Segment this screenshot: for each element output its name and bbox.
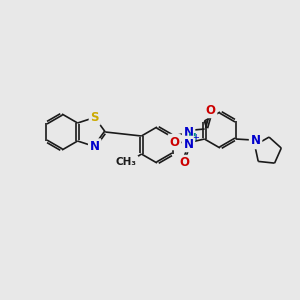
Text: +: + — [192, 133, 199, 142]
Text: S: S — [91, 111, 99, 124]
Text: O: O — [179, 157, 189, 169]
Text: N: N — [250, 134, 261, 148]
Text: O: O — [206, 103, 216, 116]
Text: N: N — [183, 137, 194, 151]
Text: H: H — [188, 133, 197, 143]
Text: O: O — [169, 136, 179, 148]
Text: CH₃: CH₃ — [116, 157, 137, 167]
Text: N: N — [90, 140, 100, 153]
Text: N: N — [184, 125, 194, 139]
